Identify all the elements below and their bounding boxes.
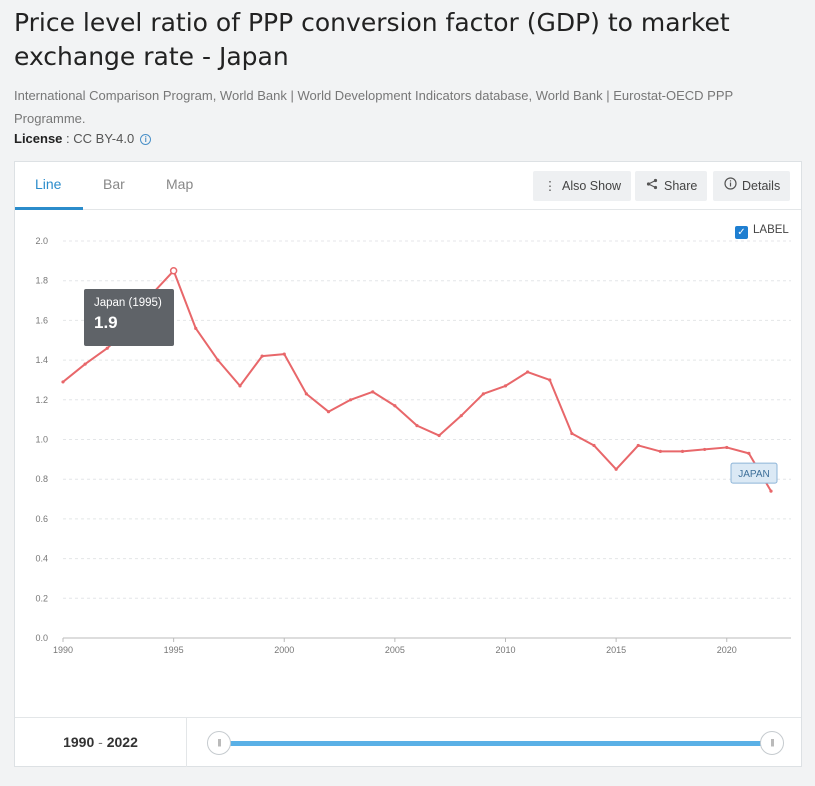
y-tick-label: 0.6 (35, 514, 48, 524)
data-point (636, 443, 640, 448)
data-point (194, 326, 198, 330)
range-start-handle[interactable]: ||| (207, 731, 231, 755)
y-tick-label: 1.8 (35, 276, 48, 286)
data-point (548, 378, 552, 382)
license-label: License (14, 131, 63, 146)
data-point (437, 433, 441, 438)
data-point (105, 346, 109, 350)
data-point (526, 370, 530, 374)
range-start: 1990 (63, 734, 95, 750)
range-separator: - (98, 734, 103, 750)
share-label: Share (664, 179, 698, 193)
data-point (393, 404, 397, 408)
data-point (282, 352, 286, 356)
data-point (371, 390, 375, 394)
label-toggle[interactable]: ✓ LABEL (735, 224, 789, 239)
data-point (680, 449, 685, 454)
y-tick-label: 0.8 (35, 474, 48, 484)
data-point (747, 451, 751, 455)
data-point (481, 392, 485, 396)
data-point (415, 424, 419, 428)
tooltip-title: Japan (1995) (94, 297, 162, 309)
range-slider-track[interactable] (220, 741, 770, 746)
y-tick-label: 0.2 (35, 593, 48, 603)
data-point (349, 398, 353, 402)
y-tick-label: 1.2 (35, 395, 48, 405)
year-range-display: 1990 - 2022 (15, 718, 187, 767)
data-point (614, 467, 618, 471)
series-label-text: JAPAN (738, 469, 770, 480)
x-tick-label: 2000 (274, 645, 294, 655)
source-text: International Comparison Program, World … (14, 88, 733, 126)
x-tick-label: 2020 (717, 645, 737, 655)
series-label-box (730, 462, 778, 484)
y-tick-label: 1.4 (35, 355, 48, 365)
line-chart: 0.0 0.2 0.4 0.6 0.8 1.0 1.2 1.4 1.6 1.8 2.0 1990 199… (35, 236, 791, 655)
details-button[interactable]: Details (713, 171, 791, 201)
tab-map[interactable]: Map (166, 176, 194, 192)
page-title: Price level ratio of PPP conversion fact… (14, 8, 730, 71)
checkbox-checked-icon[interactable]: ✓ (735, 226, 748, 239)
x-tick-label: 1995 (164, 645, 184, 655)
data-point (703, 447, 707, 452)
data-point (725, 445, 729, 450)
share-icon (645, 171, 659, 201)
chart-card: Line Bar Map ⋮ Also Show Share Details 0.… (14, 161, 802, 767)
also-show-button[interactable]: ⋮ Also Show (533, 171, 632, 201)
y-tick-label: 1.0 (35, 435, 48, 445)
info-circle-icon (723, 171, 737, 201)
highlighted-point (169, 267, 178, 275)
active-tab-indicator (15, 207, 83, 210)
range-end-handle[interactable]: ||| (760, 731, 784, 755)
data-point (326, 410, 331, 414)
y-tick-label: 1.6 (35, 315, 48, 325)
data-point (459, 414, 463, 418)
range-end: 2022 (106, 734, 138, 750)
data-point (503, 384, 508, 388)
data-point (83, 362, 87, 366)
data-point (61, 380, 65, 384)
data-point (304, 392, 308, 396)
chart-tabs: Line Bar Map ⋮ Also Show Share Details (15, 162, 801, 210)
series-end-label: JAPAN (730, 462, 778, 484)
label-toggle-text: LABEL (753, 224, 789, 236)
tooltip-value: 1.9 (94, 313, 118, 332)
data-point (658, 449, 662, 454)
share-button[interactable]: Share (635, 171, 708, 201)
info-icon[interactable]: i (140, 134, 152, 145)
x-tick-label: 1990 (53, 645, 73, 655)
details-label: Details (742, 179, 781, 193)
range-footer: 1990 - 2022 ||| ||| (15, 717, 801, 767)
y-tick-label: 2.0 (35, 236, 48, 246)
data-point (570, 431, 574, 436)
data-point (238, 384, 242, 388)
y-tick-label: 0.4 (35, 554, 48, 564)
more-vertical-icon: ⋮ (543, 179, 557, 193)
license-line: License : CC BY-4.0 i (14, 131, 152, 146)
also-show-label: Also Show (562, 179, 622, 193)
data-point (592, 443, 596, 448)
x-tick-label: 2005 (385, 645, 405, 655)
x-tick-label: 2010 (495, 645, 515, 655)
data-tooltip: Japan (1995) 1.9 (84, 289, 174, 346)
data-point (260, 354, 264, 358)
x-tick-label: 2015 (606, 645, 626, 655)
data-point (216, 358, 220, 362)
license-separator: : (62, 131, 74, 146)
license-value: CC BY-4.0 (73, 131, 135, 146)
tab-line[interactable]: Line (35, 176, 62, 192)
data-point (769, 489, 773, 493)
tab-bar[interactable]: Bar (103, 176, 125, 192)
y-tick-label: 0.0 (35, 633, 48, 643)
